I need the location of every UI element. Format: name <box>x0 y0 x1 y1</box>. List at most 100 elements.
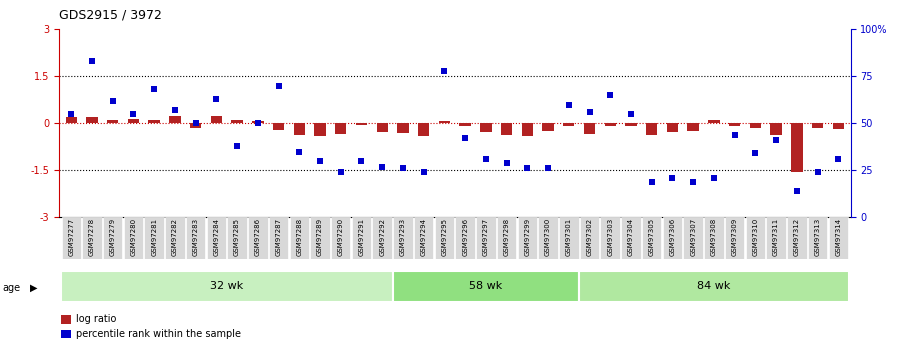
Text: GSM97306: GSM97306 <box>670 218 675 256</box>
Bar <box>563 123 575 126</box>
Point <box>520 166 535 171</box>
Bar <box>290 217 309 259</box>
Text: GSM97283: GSM97283 <box>193 218 198 256</box>
Text: GSM97313: GSM97313 <box>814 218 821 256</box>
Point <box>437 68 452 73</box>
Bar <box>335 123 347 134</box>
Bar <box>148 120 160 123</box>
Bar <box>252 121 263 123</box>
Bar <box>397 123 409 133</box>
Text: GSM97304: GSM97304 <box>628 218 634 256</box>
Text: GSM97278: GSM97278 <box>89 218 95 256</box>
Text: GSM97312: GSM97312 <box>794 218 800 256</box>
Bar <box>62 217 81 259</box>
Bar <box>314 123 326 137</box>
Text: GSM97287: GSM97287 <box>275 218 281 256</box>
Bar <box>352 217 371 259</box>
Bar <box>376 123 388 132</box>
Bar <box>190 123 201 128</box>
Text: GSM97296: GSM97296 <box>462 218 468 256</box>
Bar <box>646 123 657 135</box>
Bar <box>460 123 471 127</box>
Bar <box>166 217 185 259</box>
Point <box>707 175 721 181</box>
Bar <box>725 217 744 259</box>
Bar <box>169 116 181 123</box>
Bar <box>497 217 517 259</box>
Bar <box>206 217 226 259</box>
Point <box>230 143 244 149</box>
Point <box>64 111 79 117</box>
Bar <box>625 123 636 127</box>
Bar <box>808 217 827 259</box>
Point <box>292 149 307 154</box>
Text: GSM97294: GSM97294 <box>421 218 426 256</box>
Text: GSM97302: GSM97302 <box>586 218 593 256</box>
FancyBboxPatch shape <box>393 271 579 302</box>
Point <box>728 132 742 137</box>
Point <box>416 169 431 175</box>
Bar <box>704 217 724 259</box>
Bar <box>709 120 719 123</box>
Bar <box>662 217 682 259</box>
Bar <box>481 123 491 132</box>
Bar <box>128 119 139 123</box>
Bar <box>269 217 289 259</box>
Point <box>188 120 203 126</box>
Point <box>458 136 472 141</box>
Bar <box>248 217 268 259</box>
Bar <box>62 330 71 338</box>
Bar <box>746 217 765 259</box>
Point <box>479 156 493 162</box>
Text: GSM97292: GSM97292 <box>379 218 386 256</box>
Bar <box>82 217 101 259</box>
Point <box>603 92 617 98</box>
Point <box>334 169 348 175</box>
Text: GSM97295: GSM97295 <box>442 218 447 256</box>
Bar <box>642 217 662 259</box>
Text: GSM97299: GSM97299 <box>524 218 530 256</box>
Text: GSM97280: GSM97280 <box>130 218 137 256</box>
FancyBboxPatch shape <box>61 271 393 302</box>
Bar <box>455 217 475 259</box>
Bar <box>500 123 512 135</box>
Point <box>395 166 410 171</box>
Point <box>748 151 763 156</box>
Bar <box>538 217 557 259</box>
Text: GSM97289: GSM97289 <box>317 218 323 256</box>
Text: percentile rank within the sample: percentile rank within the sample <box>76 329 242 339</box>
Bar <box>770 123 782 135</box>
Text: GSM97308: GSM97308 <box>711 218 717 256</box>
Bar <box>542 123 554 131</box>
Bar <box>293 123 305 135</box>
Bar <box>580 217 599 259</box>
Point <box>375 164 389 169</box>
Text: log ratio: log ratio <box>76 314 117 324</box>
Text: GSM97285: GSM97285 <box>234 218 240 256</box>
Text: GSM97293: GSM97293 <box>400 218 406 256</box>
Bar <box>767 217 786 259</box>
Point <box>665 175 680 181</box>
Point <box>769 138 784 143</box>
Point <box>313 158 328 164</box>
Point <box>251 120 265 126</box>
Point <box>209 96 224 102</box>
Bar <box>621 217 641 259</box>
Bar <box>418 123 429 137</box>
Bar <box>356 123 367 125</box>
Point <box>582 109 596 115</box>
Bar <box>749 123 761 128</box>
Point <box>541 166 556 171</box>
Text: age: age <box>3 283 21 293</box>
FancyBboxPatch shape <box>579 271 849 302</box>
Bar <box>601 217 620 259</box>
Point <box>167 107 182 113</box>
Text: 58 wk: 58 wk <box>469 281 502 290</box>
Text: GSM97282: GSM97282 <box>172 218 178 256</box>
Bar <box>518 217 537 259</box>
Point <box>106 98 120 104</box>
Bar <box>86 117 98 123</box>
Bar <box>521 123 533 136</box>
Bar <box>414 217 433 259</box>
Point <box>644 179 659 184</box>
